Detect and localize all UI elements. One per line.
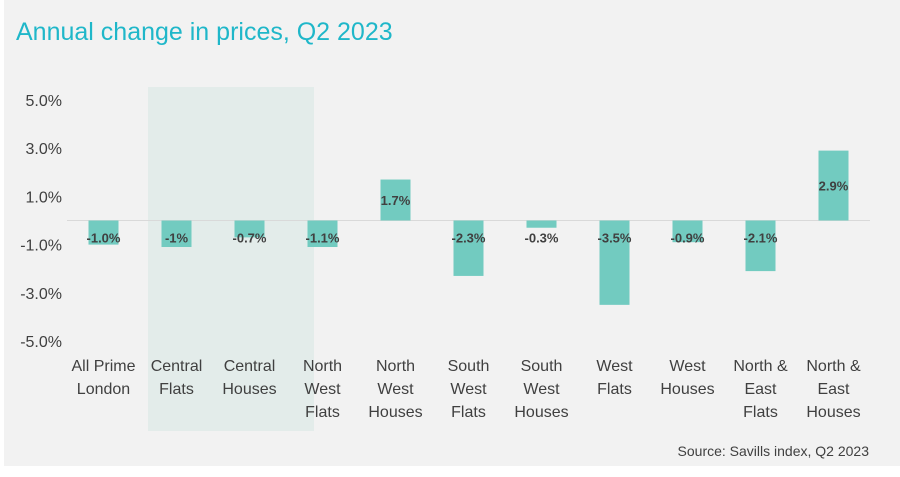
bar — [380, 179, 411, 221]
x-tick-label: North & East Houses — [806, 358, 861, 421]
y-tick-label: 5.0% — [26, 93, 62, 110]
x-tick-label: Central Houses — [222, 358, 276, 398]
data-label: -1% — [165, 231, 189, 246]
bar — [672, 220, 703, 243]
chart-title: Annual change in prices, Q2 2023 — [16, 18, 393, 46]
data-label: -1.1% — [306, 231, 340, 246]
x-tick-label: North & East Flats — [733, 358, 788, 421]
x-tick-label: North West Flats — [303, 358, 342, 421]
x-tick-label: North West Houses — [368, 358, 422, 421]
data-label: -2.3% — [452, 231, 486, 246]
data-label: 2.9% — [819, 179, 849, 194]
bar — [599, 220, 630, 305]
x-tick-label: South West Houses — [514, 358, 568, 421]
data-label: 1.7% — [381, 193, 411, 208]
bar — [307, 220, 338, 248]
data-label: -0.3% — [525, 231, 559, 246]
x-tick-label: West Flats — [596, 358, 633, 398]
data-label: -0.9% — [671, 231, 705, 246]
x-tick-label: West Houses — [660, 358, 714, 398]
data-label: -1.0% — [87, 231, 121, 246]
y-tick-label: -1.0% — [20, 238, 62, 255]
y-tick-label: 3.0% — [26, 141, 62, 158]
x-tick-label: All Prime London — [71, 358, 135, 398]
bar — [526, 220, 557, 228]
data-label: -2.1% — [744, 231, 778, 246]
y-tick-label: -5.0% — [20, 334, 62, 351]
bar — [745, 220, 776, 272]
highlight-band — [148, 87, 314, 431]
bar — [88, 220, 119, 245]
data-label: -0.7% — [233, 231, 267, 246]
data-label: -3.5% — [598, 231, 632, 246]
source-note: Source: Savills index, Q2 2023 — [677, 443, 869, 459]
bar — [453, 220, 484, 276]
x-tick-label: South West Flats — [448, 358, 490, 421]
x-tick-label: Central Flats — [151, 358, 203, 398]
bar — [234, 220, 265, 238]
y-tick-label: 1.0% — [26, 189, 62, 206]
bar — [818, 150, 849, 221]
y-tick-label: -3.0% — [20, 286, 62, 303]
bar — [161, 220, 192, 248]
